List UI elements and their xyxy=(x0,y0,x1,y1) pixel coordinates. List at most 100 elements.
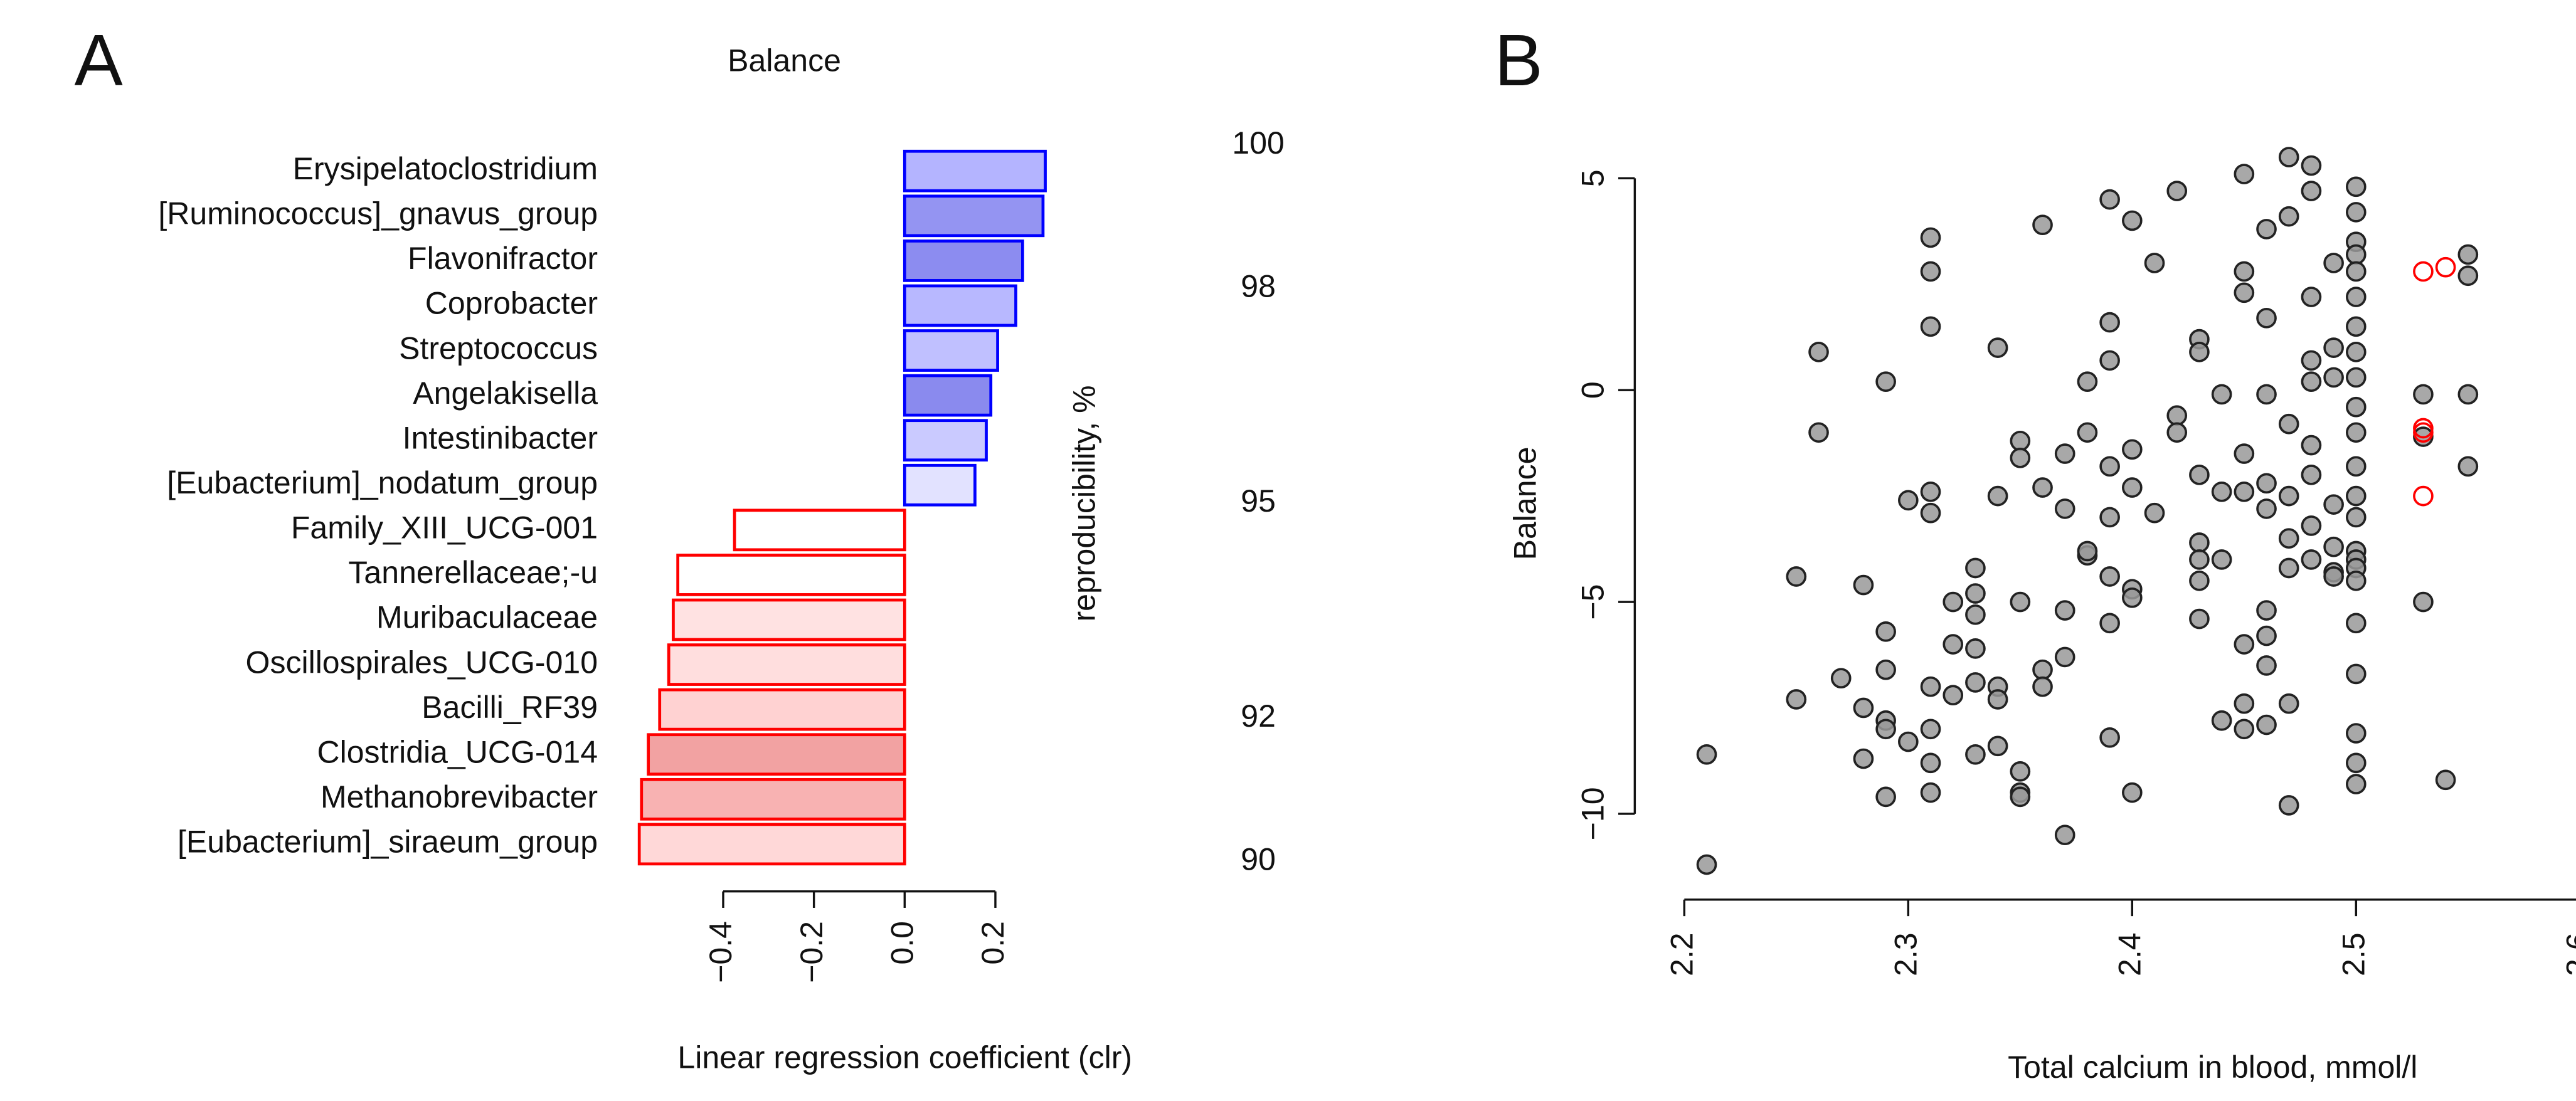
bar xyxy=(658,688,906,731)
point xyxy=(2345,422,2367,443)
point xyxy=(1696,854,1717,875)
point xyxy=(2345,774,2367,794)
point xyxy=(1786,566,1807,587)
point xyxy=(2189,549,2210,570)
point xyxy=(1786,689,1807,710)
point xyxy=(1987,485,2008,507)
point xyxy=(2211,384,2232,405)
point xyxy=(2234,164,2255,184)
point xyxy=(2413,591,2434,613)
y-tick-label: −5 xyxy=(1575,584,1610,620)
point xyxy=(1830,668,1852,689)
point xyxy=(2166,405,2188,426)
point xyxy=(2099,507,2120,528)
x-tick-label: 2.2 xyxy=(1665,932,1700,976)
category-label: Muribaculaceae xyxy=(376,600,598,635)
bar xyxy=(903,463,977,507)
point xyxy=(2189,608,2210,630)
point xyxy=(1875,371,1896,392)
bar xyxy=(903,149,1047,192)
point xyxy=(1943,634,1964,655)
bar xyxy=(903,240,1024,282)
point xyxy=(2010,430,2031,451)
category-label: Bacilli_RF39 xyxy=(421,690,598,725)
category-label: Angelakisella xyxy=(413,376,598,411)
y2-tick-label: 98 xyxy=(1241,268,1276,303)
point xyxy=(2413,261,2434,282)
point xyxy=(2234,719,2255,740)
point xyxy=(2234,443,2255,464)
point xyxy=(2010,761,2031,782)
point xyxy=(2345,261,2367,282)
point xyxy=(2122,210,2143,231)
point xyxy=(2345,723,2367,744)
point xyxy=(2166,181,2188,201)
point xyxy=(2144,502,2165,524)
point xyxy=(1965,604,1986,625)
point xyxy=(2032,214,2053,235)
point xyxy=(2189,465,2210,485)
point xyxy=(2054,498,2075,519)
point xyxy=(2301,465,2322,485)
y2-tick-label: 92 xyxy=(1241,698,1276,734)
point xyxy=(2345,752,2367,774)
x-tick-label: −0.4 xyxy=(703,921,738,983)
point xyxy=(2278,528,2299,549)
point xyxy=(2234,634,2255,655)
point xyxy=(2234,482,2255,502)
bar xyxy=(733,508,906,552)
point xyxy=(2144,253,2165,273)
x-tick-label: 2.6 xyxy=(2560,932,2576,976)
point xyxy=(2077,371,2098,392)
point xyxy=(1853,697,1874,719)
point xyxy=(1987,337,2008,358)
bar xyxy=(640,777,906,821)
point xyxy=(2323,536,2344,557)
point xyxy=(2099,312,2120,333)
point xyxy=(2256,655,2277,676)
panel-label: B xyxy=(1495,19,1543,101)
point xyxy=(2054,443,2075,464)
point xyxy=(1920,316,1941,337)
point xyxy=(2278,557,2299,579)
point xyxy=(2122,587,2143,608)
point xyxy=(2278,206,2299,227)
point xyxy=(1965,744,1986,765)
category-label: Methanobrevibacter xyxy=(321,779,598,814)
point xyxy=(2345,485,2367,507)
point xyxy=(1808,342,1829,362)
point xyxy=(1965,638,1986,659)
bar xyxy=(903,284,1017,327)
bar xyxy=(637,823,906,866)
y-tick-label: 5 xyxy=(1575,169,1610,187)
point xyxy=(2256,600,2277,621)
point xyxy=(2345,367,2367,388)
point xyxy=(2301,549,2322,570)
point xyxy=(2457,384,2479,405)
bar xyxy=(903,374,993,417)
point xyxy=(2099,456,2120,477)
point xyxy=(1920,227,1941,248)
point xyxy=(2345,316,2367,337)
point xyxy=(2099,566,2120,587)
point xyxy=(2234,282,2255,303)
chart-title: Balance xyxy=(728,43,841,78)
point xyxy=(2278,485,2299,507)
point xyxy=(2099,350,2120,371)
point xyxy=(2345,570,2367,591)
y2-axis-label: reproducibility, % xyxy=(1067,385,1102,621)
point xyxy=(1987,735,2008,757)
point xyxy=(2345,202,2367,223)
category-label: [Eubacterium]_nodatum_group xyxy=(167,465,598,500)
point xyxy=(2189,342,2210,362)
point xyxy=(2211,549,2232,570)
point xyxy=(2010,447,2031,468)
point xyxy=(2301,515,2322,536)
point xyxy=(1965,557,1986,579)
bar xyxy=(903,419,988,462)
category-label: Oscillospirales_UCG-010 xyxy=(246,645,598,680)
point xyxy=(2413,384,2434,405)
point xyxy=(2256,219,2277,240)
bar xyxy=(903,194,1045,238)
